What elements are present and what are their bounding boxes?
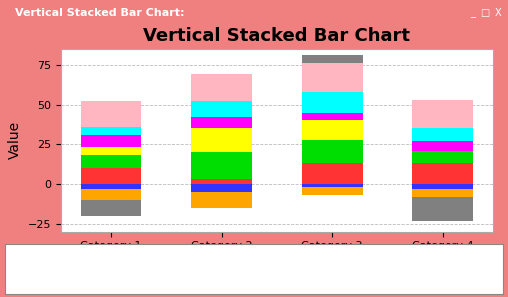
Y-axis label: Value: Value (8, 121, 22, 159)
Bar (412, 100, 473, 128)
Text: □: □ (481, 8, 490, 18)
Bar (81, 127, 141, 135)
Bar (191, 128, 252, 152)
Bar (302, 63, 363, 92)
Bar (302, 113, 363, 121)
Title: Vertical Stacked Bar Chart: Vertical Stacked Bar Chart (143, 27, 410, 45)
Bar (81, 101, 141, 127)
Bar (191, 192, 252, 208)
Bar (81, 184, 141, 189)
Bar (302, 140, 363, 163)
Bar (412, 128, 473, 141)
Bar (412, 184, 473, 189)
Text: Vertical Stacked Bar Chart:: Vertical Stacked Bar Chart: (15, 8, 185, 18)
Bar (412, 151, 473, 163)
Bar (302, 187, 363, 195)
Bar (81, 189, 141, 200)
Bar (302, 163, 363, 184)
Bar (81, 135, 141, 148)
Bar (81, 155, 141, 168)
Bar (81, 200, 141, 216)
Bar (191, 179, 252, 184)
Bar (191, 152, 252, 179)
Bar (412, 189, 473, 197)
Bar (191, 117, 252, 128)
Bar (191, 101, 252, 117)
Bar (302, 184, 363, 187)
Text: X: X (494, 8, 501, 18)
Bar (302, 92, 363, 113)
Bar (412, 197, 473, 221)
Bar (412, 163, 473, 184)
Bar (302, 121, 363, 140)
Bar (81, 148, 141, 155)
Bar (191, 75, 252, 101)
Bar (81, 168, 141, 184)
Bar (302, 55, 363, 63)
X-axis label: Categories: Categories (239, 257, 314, 271)
Bar (412, 141, 473, 151)
Text: _: _ (470, 8, 475, 18)
Bar (191, 184, 252, 192)
